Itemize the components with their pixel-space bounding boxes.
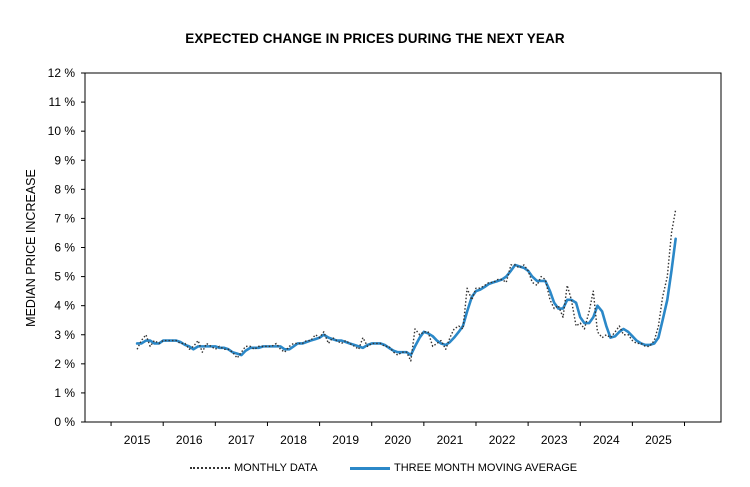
x-tick-label: 2015 bbox=[124, 433, 151, 447]
legend-label-moving-average: THREE MONTH MOVING AVERAGE bbox=[394, 462, 578, 474]
y-tick-label: 1 % bbox=[54, 386, 75, 400]
chart-title: EXPECTED CHANGE IN PRICES DURING THE NEX… bbox=[185, 31, 565, 46]
y-tick-label: 6 % bbox=[54, 241, 75, 255]
x-tick-label: 2023 bbox=[541, 433, 568, 447]
x-tick-label: 2019 bbox=[332, 433, 359, 447]
y-axis: 0 % 1 % 2 % 3 % 4 % 5 % 6 % 7 % 8 % 9 % 10 % 11 % 12… bbox=[48, 66, 85, 429]
y-tick-label: 5 % bbox=[54, 270, 75, 284]
y-tick-label: 12 % bbox=[48, 66, 76, 80]
x-tick-label: 2024 bbox=[593, 433, 620, 447]
y-tick-label: 3 % bbox=[54, 328, 75, 342]
x-tick-label: 2025 bbox=[645, 433, 672, 447]
x-tick-label: 2021 bbox=[437, 433, 464, 447]
series-group bbox=[135, 209, 677, 362]
x-tick-label: 2017 bbox=[228, 433, 255, 447]
y-tick-label: 4 % bbox=[54, 299, 75, 313]
y-tick-label: 11 % bbox=[49, 95, 76, 109]
y-tick-label: 7 % bbox=[54, 211, 75, 225]
x-tick-label: 2022 bbox=[489, 433, 516, 447]
plot-area-frame bbox=[84, 72, 722, 423]
y-tick-label: 9 % bbox=[54, 153, 75, 167]
y-tick-label: 0 % bbox=[54, 415, 75, 429]
series-line-moving-average bbox=[135, 237, 677, 357]
x-tick-label: 2016 bbox=[176, 433, 203, 447]
legend-label-monthly: MONTHLY DATA bbox=[234, 462, 318, 474]
y-axis-label: MEDIAN PRICE INCREASE bbox=[24, 169, 38, 327]
legend-item-moving-average: THREE MONTH MOVING AVERAGE bbox=[350, 462, 577, 474]
y-tick-label: 2 % bbox=[54, 357, 75, 371]
y-tick-label: 8 % bbox=[54, 182, 75, 196]
x-axis: 2015 2016 2017 2018 2019 2020 2021 2022 2023 2024… bbox=[110, 422, 686, 447]
y-tick-label: 10 % bbox=[48, 124, 76, 138]
x-tick-label: 2018 bbox=[280, 433, 307, 447]
x-tick-label: 2020 bbox=[384, 433, 411, 447]
legend-swatch-dotted-line bbox=[190, 467, 230, 469]
legend-item-monthly: MONTHLY DATA bbox=[190, 462, 318, 474]
legend: MONTHLY DATA THREE MONTH MOVING AVERAGE bbox=[0, 462, 750, 478]
legend-swatch-solid-line bbox=[350, 466, 390, 470]
series-line-monthly-data bbox=[136, 209, 677, 362]
